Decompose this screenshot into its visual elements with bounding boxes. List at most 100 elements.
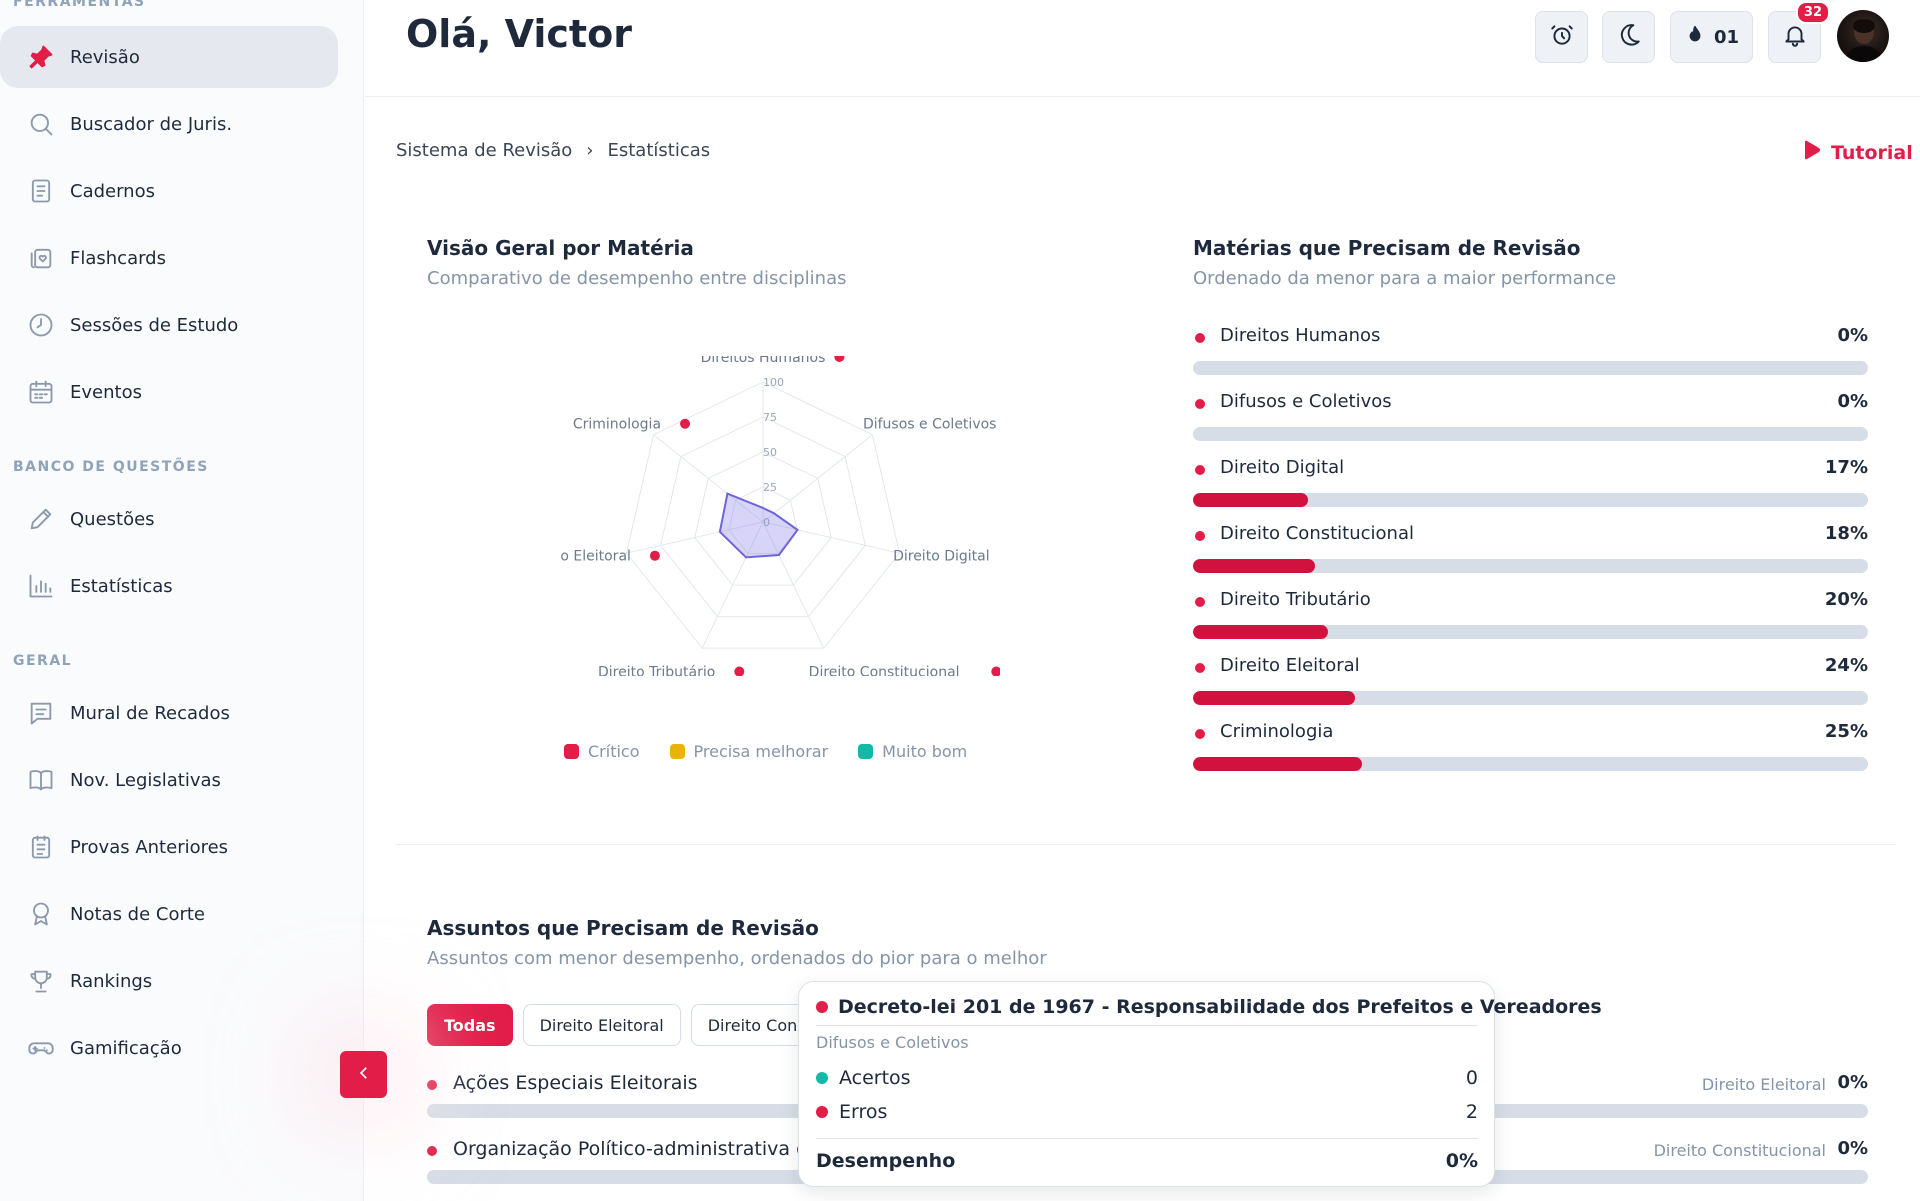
subject-row[interactable]: Direito Tributário 20% — [1193, 585, 1868, 651]
tooltip-title-text: Decreto-lei 201 de 1967 - Responsabilida… — [838, 996, 1602, 1018]
sidebar-item-label: Mural de Recados — [70, 702, 230, 724]
sidebar-item-questoes[interactable]: Questões — [0, 488, 338, 550]
sidebar-item-rankings[interactable]: Rankings — [0, 950, 338, 1012]
radar-spoke — [653, 434, 764, 523]
radar-spoke — [762, 521, 900, 554]
status-dot — [1195, 531, 1205, 541]
progress-fill — [1193, 625, 1328, 639]
progress-track — [1193, 493, 1868, 507]
radar-spoke — [762, 434, 873, 523]
subject-row[interactable]: Difusos e Coletivos 0% — [1193, 387, 1868, 453]
tooltip-category: Difusos e Coletivos — [816, 1033, 969, 1052]
review-subjects-list: Direitos Humanos 0% Difusos e Coletivos 0% D… — [1193, 321, 1868, 783]
legend-swatch — [564, 744, 579, 759]
sidebar-item-notas[interactable]: Notas de Corte — [0, 883, 338, 945]
hits-dot — [816, 1072, 828, 1084]
radar-status-marker — [649, 550, 660, 561]
sidebar-item-mural[interactable]: Mural de Recados — [0, 682, 338, 744]
sidebar-item-revisao[interactable]: Revisão — [0, 26, 338, 88]
radar-tick-label: 100 — [763, 376, 784, 389]
subject-name: Direito Digital — [1220, 457, 1345, 478]
subject-row[interactable]: Criminologia 25% — [1193, 717, 1868, 783]
flashcards-icon — [26, 243, 56, 273]
radar-tick-label: 25 — [763, 481, 777, 494]
review-subjects-subtitle: Ordenado da menor para a maior performan… — [1193, 268, 1617, 289]
notifications-button[interactable]: 32 — [1768, 1, 1830, 63]
subject-percentage: 0% — [1837, 325, 1868, 346]
topic-subject: Direito Eleitoral — [1701, 1075, 1826, 1094]
sidebar-item-cadernos[interactable]: Cadernos — [0, 160, 338, 222]
streak-count: 01 — [1713, 26, 1740, 48]
filter-chip-eleitoral[interactable]: Direito Eleitoral — [522, 1004, 681, 1046]
subject-name: Direitos Humanos — [1220, 325, 1381, 346]
errors-dot — [816, 1106, 828, 1118]
radar-tick-label: 75 — [763, 411, 777, 424]
subject-row[interactable]: Direito Eleitoral 24% — [1193, 651, 1868, 717]
radar-status-marker — [680, 418, 691, 429]
theme-toggle-button[interactable] — [1602, 11, 1655, 63]
progress-fill — [1193, 757, 1362, 771]
progress-fill — [1193, 691, 1355, 705]
tooltip-errors-row: Erros 2 — [816, 1101, 1478, 1123]
radar-category-label: Direito Tributário — [598, 665, 715, 676]
radar-data-area — [718, 492, 799, 559]
subject-row[interactable]: Direitos Humanos 0% — [1193, 321, 1868, 387]
progress-track — [1193, 625, 1868, 639]
progress-fill — [1193, 493, 1308, 507]
sidebar-item-legislativas[interactable]: Nov. Legislativas — [0, 749, 338, 811]
alarm-button[interactable] — [1535, 11, 1588, 63]
radar-status-marker — [734, 666, 745, 676]
sidebar-item-flashcards[interactable]: Flashcards — [0, 227, 338, 289]
streak-button[interactable]: 01 — [1670, 11, 1753, 63]
topic-percentage: 0% — [1837, 1138, 1868, 1159]
progress-fill — [1193, 559, 1315, 573]
tutorial-label: Tutorial — [1831, 141, 1913, 164]
chevron-right-icon: › — [586, 140, 594, 161]
alarm-clock-icon — [1549, 22, 1575, 52]
message-icon — [26, 698, 56, 728]
user-avatar[interactable] — [1837, 10, 1889, 62]
review-subjects-title: Matérias que Precisam de Revisão — [1193, 236, 1581, 260]
pencil-icon — [26, 504, 56, 534]
top-header: Olá, Victor — [365, 0, 1920, 97]
legend-swatch — [858, 744, 874, 759]
sidebar-item-eventos[interactable]: Eventos — [0, 361, 338, 423]
subject-name: Difusos e Coletivos — [1220, 391, 1392, 412]
trophy-icon — [26, 966, 56, 996]
breadcrumb-root[interactable]: Sistema de Revisão — [396, 140, 573, 161]
sidebar-item-gamificacao[interactable]: Gamificação — [0, 1017, 338, 1079]
progress-track — [1193, 691, 1868, 705]
sidebar-item-label: Flashcards — [70, 247, 166, 269]
status-dot — [427, 1080, 437, 1090]
tooltip-title: Decreto-lei 201 de 1967 - Responsabilida… — [816, 996, 1602, 1018]
sidebar-item-label: Questões — [70, 508, 155, 530]
sidebar: FERRAMENTAS Revisão Buscador de Juris. C… — [0, 0, 364, 1201]
radar-status-marker — [991, 666, 1000, 676]
status-dot — [1195, 399, 1205, 409]
overview-subtitle: Comparativo de desempenho entre discipli… — [427, 268, 847, 289]
sidebar-item-buscador[interactable]: Buscador de Juris. — [0, 93, 338, 155]
filter-chip-todas[interactable]: Todas — [427, 1004, 513, 1046]
topics-title: Assuntos que Precisam de Revisão — [427, 916, 819, 940]
page-greeting: Olá, Victor — [406, 12, 632, 56]
subject-row[interactable]: Direito Constitucional 18% — [1193, 519, 1868, 585]
collapse-sidebar-button[interactable] — [340, 1051, 387, 1098]
topic-percentage: 0% — [1837, 1072, 1868, 1093]
flame-icon — [1684, 24, 1706, 50]
tooltip-errors-label: Erros — [839, 1101, 888, 1123]
tooltip-divider — [816, 1025, 1478, 1026]
section-title-tools: FERRAMENTAS — [13, 0, 146, 10]
sidebar-item-provas[interactable]: Provas Anteriores — [0, 816, 338, 878]
sidebar-item-label: Rankings — [70, 970, 153, 992]
sidebar-item-estatisticas[interactable]: Estatísticas — [0, 555, 338, 617]
progress-track — [1193, 361, 1868, 375]
radar-grid-ring — [728, 486, 798, 555]
tutorial-button[interactable]: Tutorial — [1803, 140, 1913, 165]
clock-icon — [26, 310, 56, 340]
sidebar-item-sessoes[interactable]: Sessões de Estudo — [0, 294, 338, 356]
radar-category-label: Direito Digital — [893, 549, 990, 565]
status-dot — [1195, 465, 1205, 475]
subject-row[interactable]: Direito Digital 17% — [1193, 453, 1868, 519]
bar-chart-icon — [26, 571, 56, 601]
